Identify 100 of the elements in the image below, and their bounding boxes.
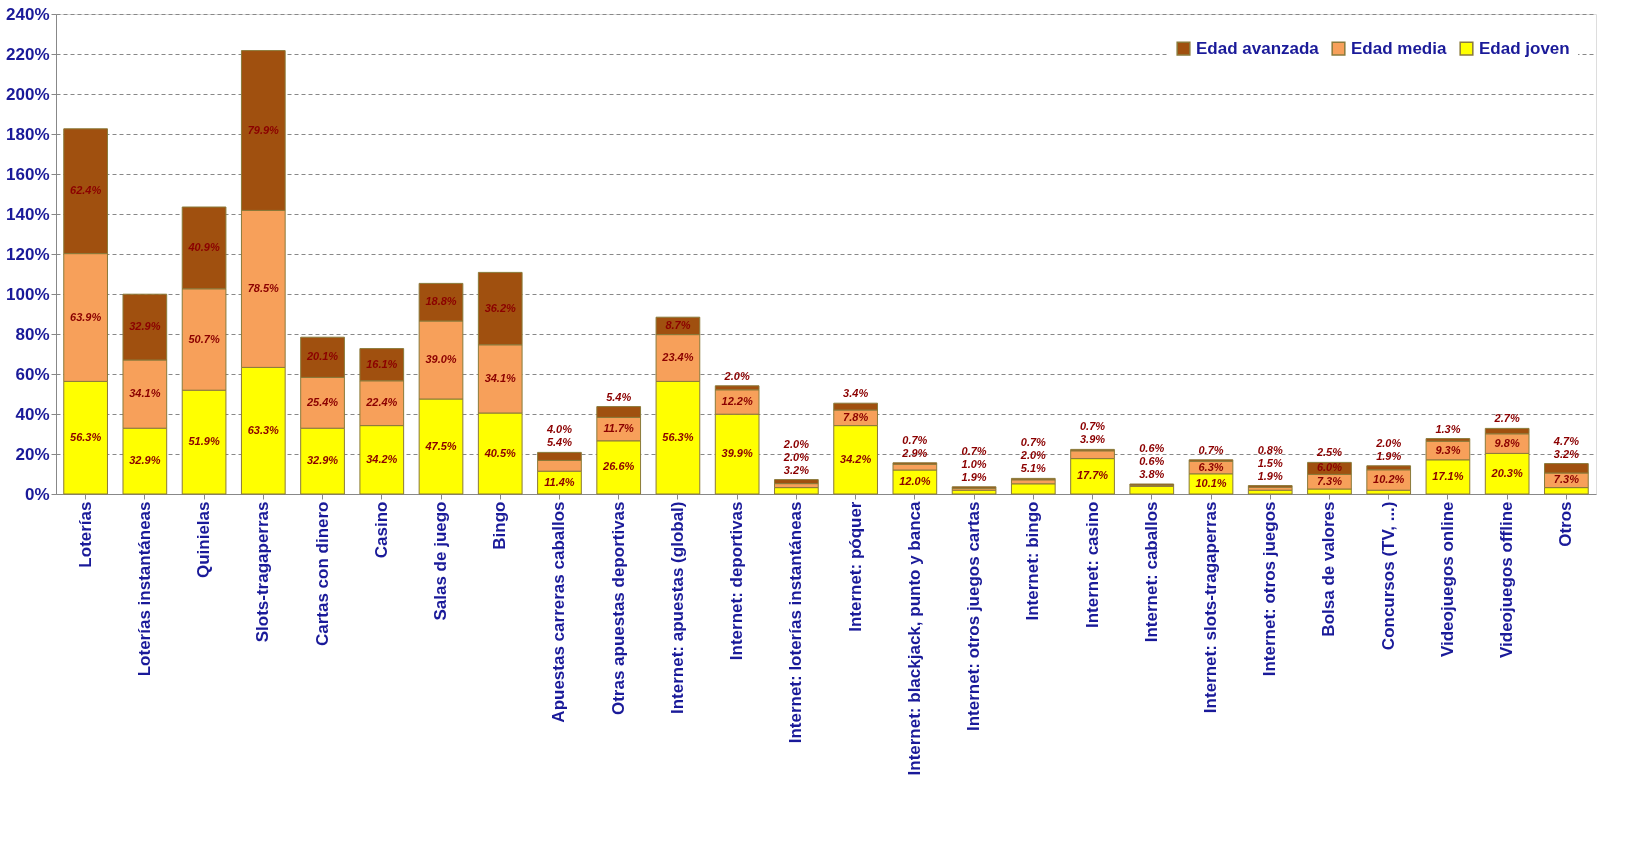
data-label: 12.2% bbox=[721, 395, 753, 407]
data-label: 34.2% bbox=[840, 452, 872, 465]
x-tick-label: Internet: deportivas bbox=[727, 501, 747, 661]
data-label: 4.7% bbox=[1552, 434, 1580, 447]
data-label: 2.9% bbox=[901, 446, 928, 459]
data-label: 26.6% bbox=[602, 460, 635, 473]
data-label: 20.1% bbox=[305, 350, 339, 363]
x-tick-label: Internet: otros juegos bbox=[1260, 501, 1280, 677]
data-label: 40.9% bbox=[187, 240, 220, 253]
y-tick-label: 40% bbox=[15, 404, 50, 424]
data-label: 63.9% bbox=[70, 310, 102, 323]
data-label: 0.6% bbox=[1139, 441, 1165, 454]
legend-label: Edad media bbox=[1351, 38, 1447, 58]
x-tick-label: Internet: loterías instantáneas bbox=[786, 501, 806, 744]
y-tick-label: 20% bbox=[15, 444, 50, 464]
data-label: 3.2% bbox=[1553, 447, 1580, 460]
data-label: 0.7% bbox=[1080, 420, 1106, 433]
x-tick-label: Casino bbox=[371, 501, 391, 559]
y-tick-label: 220% bbox=[6, 44, 50, 64]
data-label: 20.3% bbox=[1490, 466, 1523, 479]
y-tick-label: 120% bbox=[6, 244, 50, 264]
data-label: 47.5% bbox=[424, 439, 457, 452]
data-label: 5.4% bbox=[606, 390, 632, 403]
x-tick-label: Internet: apuestas (global) bbox=[667, 501, 687, 715]
data-label: 0.6% bbox=[1139, 454, 1165, 467]
y-tick-label: 0% bbox=[24, 484, 50, 504]
data-label: 6.0% bbox=[1316, 461, 1343, 474]
data-label: 1.9% bbox=[1257, 469, 1283, 482]
x-tick-label: Internet: casino bbox=[1082, 501, 1102, 629]
data-label: 11.4% bbox=[544, 475, 575, 488]
x-tick-label: Bingo bbox=[490, 501, 510, 550]
data-label: 34.1% bbox=[129, 387, 161, 400]
data-label: 12.0% bbox=[899, 475, 931, 487]
data-label: 11.7% bbox=[603, 422, 635, 435]
data-label: 23.4% bbox=[661, 351, 694, 363]
x-tick-label: Apuestas carreras caballos bbox=[549, 501, 569, 723]
data-label: 32.9% bbox=[306, 454, 339, 467]
legend-label: Edad joven bbox=[1479, 38, 1570, 58]
data-label: 3.2% bbox=[783, 463, 810, 476]
x-tick-label: Salas de juego bbox=[431, 501, 450, 621]
data-label: 2.7% bbox=[1493, 412, 1520, 425]
y-tick-label: 140% bbox=[6, 204, 50, 224]
y-tick-label: 200% bbox=[6, 84, 50, 104]
data-label: 9.8% bbox=[1494, 436, 1520, 449]
data-label: 3.8% bbox=[1139, 467, 1165, 480]
data-label: 2.0% bbox=[782, 437, 810, 450]
data-label: 17.7% bbox=[1076, 469, 1109, 482]
data-label: 17.1% bbox=[1432, 469, 1464, 482]
data-label: 0.7% bbox=[902, 433, 928, 446]
y-tick-label: 60% bbox=[15, 364, 50, 384]
data-label: 32.9% bbox=[129, 454, 161, 467]
x-tick-label: Internet: slots-tragaperras bbox=[1201, 501, 1220, 714]
data-label: 7.3% bbox=[1316, 474, 1343, 487]
x-tick-label: Bolsa de valores bbox=[1319, 501, 1339, 637]
x-tick-label: Internet: blackjack, punto y banca bbox=[904, 500, 924, 776]
data-label: 7.8% bbox=[843, 410, 869, 423]
x-tick-label: Otros bbox=[1556, 501, 1576, 547]
x-tick-label: Otras apuestas deportivas bbox=[608, 501, 628, 716]
y-tick-label: 80% bbox=[15, 324, 50, 344]
data-label: 18.8% bbox=[425, 295, 457, 308]
data-label: 1.0% bbox=[961, 457, 987, 470]
legend-label: Edad avanzada bbox=[1196, 38, 1320, 58]
data-label: 4.0% bbox=[545, 423, 573, 436]
data-label: 6.3% bbox=[1198, 460, 1224, 473]
data-label: 0.7% bbox=[1020, 436, 1047, 449]
data-label: 63.3% bbox=[247, 423, 280, 436]
data-label: 25.4% bbox=[305, 395, 339, 408]
x-tick-label: Quinielas bbox=[194, 501, 214, 579]
data-label: 1.9% bbox=[961, 470, 987, 483]
data-label: 22.4% bbox=[365, 396, 398, 409]
data-label: 5.4% bbox=[546, 436, 573, 449]
data-label: 2.5% bbox=[1315, 446, 1343, 459]
data-label: 3.4% bbox=[843, 387, 869, 400]
data-label: 16.1% bbox=[366, 357, 398, 370]
x-tick-label: Concursos (TV, ...) bbox=[1378, 501, 1398, 651]
data-label: 0.7% bbox=[961, 444, 987, 457]
data-label: 36.2% bbox=[484, 301, 517, 314]
x-tick-label: Internet: caballos bbox=[1141, 501, 1161, 643]
x-tick-label: Videojuegos offline bbox=[1497, 501, 1517, 658]
data-label: 1.9% bbox=[1376, 449, 1402, 462]
data-label: 0.7% bbox=[1198, 443, 1224, 456]
x-tick-label: Internet: póquer bbox=[845, 501, 865, 632]
data-label: 0.8% bbox=[1257, 443, 1283, 456]
data-label: 78.5% bbox=[247, 281, 280, 294]
data-label: 8.7% bbox=[665, 318, 691, 331]
y-tick-label: 240% bbox=[6, 4, 50, 24]
data-label: 51.9% bbox=[188, 435, 220, 448]
data-label: 10.2% bbox=[1373, 473, 1405, 485]
data-label: 2.0% bbox=[1019, 449, 1047, 462]
x-tick-label: Internet: otros juegos cartas bbox=[964, 501, 984, 732]
data-label: 32.9% bbox=[129, 320, 161, 333]
data-label: 34.1% bbox=[484, 371, 517, 384]
x-tick-label: Cartas con dinero bbox=[312, 501, 332, 647]
x-tick-label: Slots-tragaperras bbox=[253, 501, 273, 643]
data-label: 7.3% bbox=[1553, 473, 1580, 486]
data-label: 79.9% bbox=[247, 123, 280, 136]
x-tick-label: Loterías instantáneas bbox=[134, 501, 154, 677]
data-label: 1.3% bbox=[1435, 422, 1461, 435]
data-label: 2.0% bbox=[1375, 436, 1402, 449]
data-label: 2.0% bbox=[723, 369, 750, 382]
